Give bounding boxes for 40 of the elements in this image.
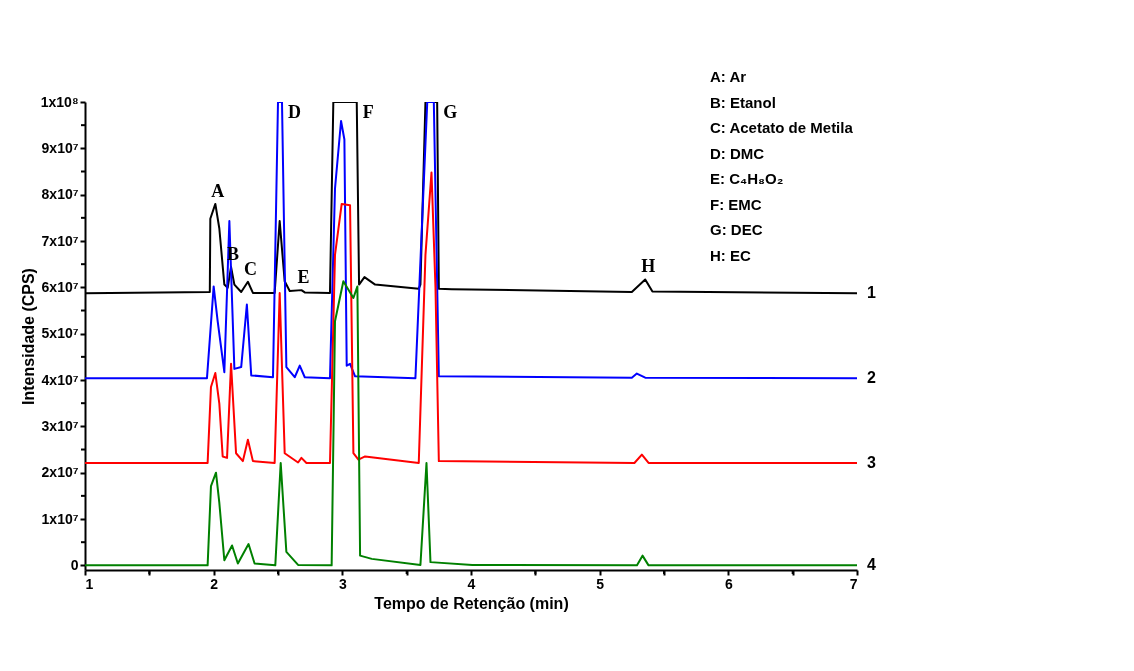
series-label: 2: [867, 369, 876, 387]
y-tick-label: 5x10⁷: [41, 325, 79, 342]
annotation: D: DMC: [710, 144, 765, 162]
series-label: 1: [867, 284, 876, 302]
x-tick-label: 1: [85, 575, 94, 592]
annotation: D: [287, 102, 301, 122]
annotation: E: C₄H₈O₂: [710, 170, 784, 187]
y-tick-label: 4x10⁷: [41, 371, 79, 388]
annotation: H: EC: [710, 246, 751, 264]
line-series: [85, 171, 857, 464]
y-tick-label: 1x10⁸: [40, 93, 79, 110]
y-tick-label: 2x10⁷: [41, 464, 79, 481]
y-tick-label: 3x10⁷: [41, 417, 79, 434]
y-tick-label: 7x10⁷: [41, 232, 79, 249]
y-tick-label: 6x10⁷: [41, 278, 79, 295]
annotation: G: DEC: [710, 221, 763, 238]
annotation: G: [443, 102, 458, 122]
x-tick-label: 4: [467, 575, 476, 592]
series-label: 3: [867, 453, 876, 471]
x-tick-label: 7: [849, 575, 858, 592]
text: A: Ar: [710, 68, 747, 85]
y-axis-title: Intensidade (CPS): [19, 268, 37, 405]
series-label: 4: [867, 556, 876, 574]
y-tick-label: 8x10⁷: [41, 186, 79, 203]
y-tick-label: 1x10⁷: [41, 510, 79, 527]
x-tick-label: 2: [210, 575, 219, 592]
y-tick-label: 0: [70, 556, 79, 573]
annotation: F: EMC: [710, 195, 762, 213]
x-tick-label: 3: [338, 575, 347, 592]
x-tick-label: 5: [596, 575, 605, 592]
y-tick-label: 9x10⁷: [41, 139, 79, 156]
annotation: A: [211, 180, 225, 201]
annotation: H: [641, 256, 656, 277]
annotation: E: [297, 267, 310, 288]
x-tick-label: 6: [724, 575, 733, 592]
annotation: B: Etanol: [710, 93, 776, 111]
annotation: C: [243, 258, 257, 279]
x-axis-title: Tempo de Retenção (min): [374, 594, 569, 612]
annotation: C: Acetato de Metila: [710, 119, 854, 136]
annotation: F: [362, 102, 374, 122]
